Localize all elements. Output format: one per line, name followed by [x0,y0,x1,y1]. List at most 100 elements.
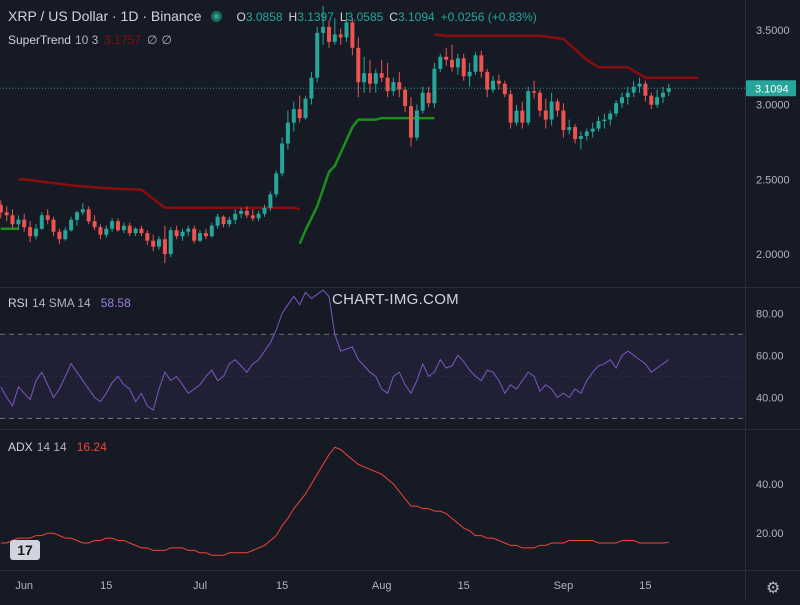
candle-body [203,233,208,237]
candle-body [121,225,126,231]
candle-body [215,216,220,226]
candle-body [145,233,150,241]
candle-body [543,110,548,120]
candle-body [438,56,443,69]
x-tick-label: 15 [276,580,288,592]
candle-body [92,221,97,228]
candle-body [0,204,3,213]
candle-body [356,47,361,83]
candle-body [262,207,267,214]
low-value: 3.0585 [346,10,384,24]
candle-body [532,91,537,93]
candle-body [69,219,74,231]
candle-body [127,225,132,234]
candle-body [403,89,408,107]
adx-name: ADX [8,440,33,454]
candle-body [373,73,378,84]
candle-body [291,109,296,123]
candle-body [344,22,349,38]
high-value: 3.1397 [297,10,334,24]
candle-body [315,32,320,78]
close-key: C [389,10,398,24]
candle-body [467,71,472,77]
price-tick-label: 2.0000 [756,249,790,261]
candle-body [10,215,15,225]
candle-body [350,22,355,48]
price-tick-label: 2.5000 [756,174,790,186]
candle-body [303,98,308,119]
candle-body [555,101,560,111]
candle-body [432,68,437,104]
candle-body [116,221,120,231]
candle-body [479,55,484,72]
candle-body [250,215,255,219]
candle-body [227,219,232,225]
rsi-tick-label: 60.00 [756,350,784,362]
candle-body [45,215,50,220]
tradingview-logo[interactable]: 17 [10,540,40,560]
watermark: CHART-IMG.COM [332,291,459,308]
candle-body [461,58,466,77]
candle-body [625,92,630,98]
candle-body [649,95,654,105]
candle-body [239,210,244,214]
candle-body [268,194,273,208]
candle-body [573,127,578,140]
candle-body [4,212,9,216]
candle-body [561,110,566,130]
candle-body [455,58,460,68]
candle-body [168,230,173,255]
symbol-title[interactable]: XRP / US Dollar · 1D · Binance [8,8,202,24]
candle-body [520,110,525,123]
adx-legend[interactable]: ADX 14 14 16.24 [8,440,107,454]
x-tick-label: 15 [458,580,470,592]
candle-body [180,231,185,237]
candle-body [162,239,167,255]
x-tick-label: Jul [193,580,207,592]
candle-body [602,119,607,122]
candle-body [86,209,91,222]
supertrend-legend[interactable]: SuperTrend 10 3 3.1757 ∅ ∅ [8,33,172,47]
candle-body [643,83,648,96]
candle-body [297,109,302,119]
supertrend-null-icon: ∅ [147,33,158,47]
candle-body [567,127,572,131]
candle-body [578,136,583,139]
candle-body [450,59,454,68]
candle-body [51,219,56,232]
rsi-params: 14 SMA 14 [32,296,91,310]
candle-body [496,80,501,84]
candle-body [514,110,519,123]
candle-body [661,92,665,98]
candle-body [420,92,425,111]
candle-body [63,230,68,240]
candle-body [110,221,115,229]
candle-body [508,94,513,123]
candle-body [666,88,671,92]
candle-body [139,228,144,234]
last-price-badge [746,80,796,97]
candle-body [285,122,290,144]
candle-body [157,239,161,247]
rsi-legend[interactable]: RSI 14 SMA 14 58.58 [8,296,131,310]
candle-body [637,83,642,87]
x-tick-label: Jun [15,580,33,592]
candle-body [368,73,372,84]
ohlc-readout: O3.0858 H3.1397 L3.0585 C3.1094 +0.0256 (+0.… [230,10,536,24]
x-tick-label: Aug [372,580,392,592]
candle-body [274,173,279,195]
open-key: O [236,10,246,24]
candle-body [414,110,419,138]
candle-body [28,227,33,237]
supertrend-name: SuperTrend [8,33,71,47]
candle-body [338,34,343,38]
adx-params: 14 14 [36,440,67,454]
candle-body [198,233,202,241]
candle-body [104,228,109,235]
gear-icon[interactable]: ⚙ [766,580,781,597]
candle-body [485,71,490,90]
candle-body [608,113,613,120]
x-tick-label: 15 [100,580,112,592]
